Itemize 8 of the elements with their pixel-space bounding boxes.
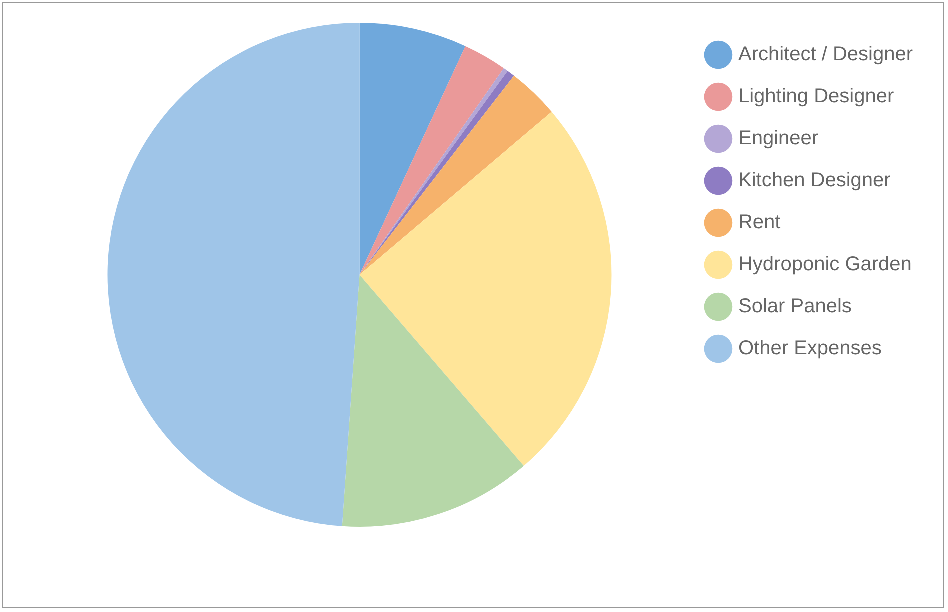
legend-label: Rent: [738, 212, 782, 234]
legend-label: Engineer: [738, 128, 819, 150]
legend-label: Hydroponic Garden: [738, 254, 912, 276]
legend-label: Other Expenses: [738, 338, 882, 360]
legend-label: Kitchen Designer: [738, 170, 892, 192]
legend-label: Lighting Designer: [738, 86, 894, 108]
legend-label: Architect / Designer: [738, 44, 914, 66]
legend-label: Solar Panels: [738, 296, 852, 318]
